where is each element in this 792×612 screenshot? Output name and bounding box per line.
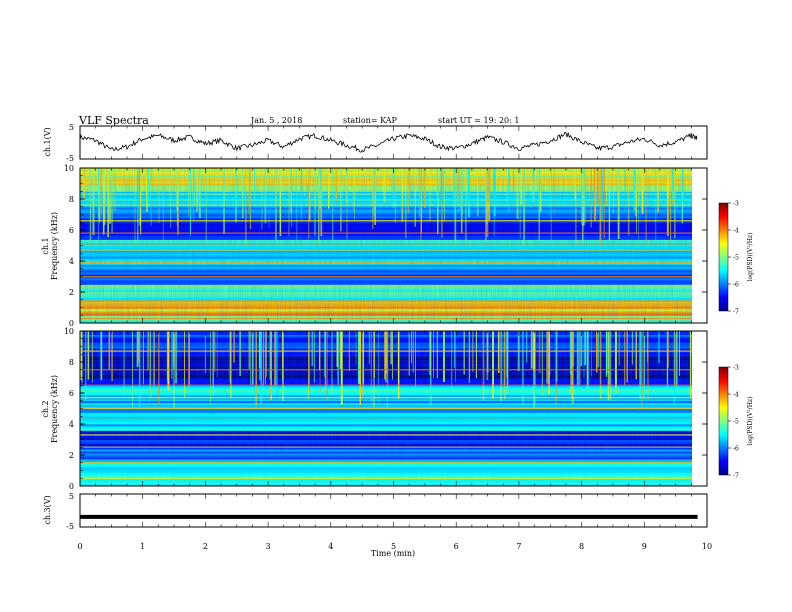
ch1-spectrogram-texture: [80, 168, 692, 323]
ch1-colorbar: -3 -4 -5 -6 -7 log(PSD)(V²/Hz): [718, 201, 754, 316]
freq-tick-label: 0: [69, 319, 74, 328]
time-tick-label: 10: [702, 542, 712, 551]
time-tick-labels: 0 1 2 3 4 5 6 7 8 9 10: [77, 542, 712, 551]
freq-tick-label: 6: [69, 389, 74, 398]
freq-tick-label: 0: [69, 482, 74, 491]
freq-tick-label: 2: [69, 451, 74, 460]
ch3-ytick-bottom: -5: [66, 522, 74, 531]
ch1-waveform-line: [79, 131, 698, 153]
ch1-colorbar-scale: [718, 202, 729, 312]
ch1-waveform-panel: 5 -5 ch.1(V): [43, 123, 708, 163]
ch1-spec-label-freq: Frequency (kHz): [50, 212, 59, 280]
time-tick-label: 0: [77, 542, 82, 551]
ch1-spec-xticks: [79, 168, 708, 323]
freq-tick-label: 10: [64, 327, 74, 336]
time-tick-label: 8: [579, 542, 584, 551]
sferic-streak: [692, 168, 693, 199]
ch2-spectrogram-panel: 0 2 4 6 8 10 ch.2 Frequency (kHz): [41, 327, 708, 491]
time-tick-label: 4: [328, 542, 333, 551]
ch3-ytick-top: 5: [69, 492, 74, 501]
ch3-xticks: [79, 494, 708, 527]
ch1-freq-ticks: 0 2 4 6 8 10: [64, 164, 707, 328]
ch1-colorbar-label: log(PSD)(V²/Hz): [747, 233, 754, 282]
colorbar-tick-label: -5: [733, 255, 739, 262]
colorbar-tick-label: -7: [733, 473, 739, 480]
freq-tick-label: 4: [69, 420, 74, 429]
freq-tick-label: 6: [69, 226, 74, 235]
ch3-waveform-panel: 5 -5 ch.3(V) 0 1 2 3 4 5 6 7 8 9 10 Time (min): [43, 492, 712, 558]
colorbar-tick-label: -3: [733, 201, 739, 208]
ch3-ylabel: ch.3(V): [43, 495, 52, 524]
ch1-ylabel: ch.1(V): [43, 127, 52, 156]
colorbar-tick-label: -4: [733, 392, 739, 399]
ch1-ytick-top: 5: [69, 123, 74, 132]
ch2-spectrogram-texture: [80, 331, 692, 486]
time-tick-label: 5: [391, 542, 396, 551]
ch2-spec-label-freq: Frequency (kHz): [50, 375, 59, 443]
start-time-label: start UT = 19: 20: 1: [438, 116, 520, 125]
plot-title: VLF Spectra: [79, 114, 149, 127]
ch2-spec-xticks: [79, 331, 708, 486]
freq-tick-label: 8: [69, 358, 74, 367]
time-tick-label: 3: [266, 542, 271, 551]
time-tick-label: 7: [516, 542, 521, 551]
time-tick-label: 2: [203, 542, 208, 551]
freq-tick-label: 2: [69, 288, 74, 297]
ch1-spectrogram-panel: 0 2 4 6 8 10 ch.1 Frequency (kHz): [41, 164, 708, 328]
colorbar-tick-label: -7: [733, 309, 739, 316]
ch2-freq-ticks: 0 2 4 6 8 10: [64, 327, 707, 491]
freq-tick-label: 4: [69, 257, 74, 266]
ch1-ytick-bottom: -5: [66, 154, 74, 163]
freq-tick-label: 10: [64, 164, 74, 173]
colorbar-tick-label: -6: [733, 446, 739, 453]
colorbar-tick-label: -6: [733, 282, 739, 289]
station-label: station= KAP: [343, 116, 397, 125]
ch2-colorbar-label: log(PSD)(V²/Hz): [747, 397, 754, 446]
colorbar-tick-label: -3: [733, 365, 739, 372]
colorbar-tick-label: -4: [733, 228, 739, 235]
xaxis-label: Time (min): [371, 549, 415, 558]
colorbar-tick-label: -5: [733, 419, 739, 426]
time-tick-label: 1: [140, 542, 145, 551]
ch1-colorbar-ticks: -3 -4 -5 -6 -7: [728, 201, 739, 316]
ch1-xticks: [79, 126, 708, 159]
ch2-colorbar: -3 -4 -5 -6 -7 log(PSD)(V²/Hz): [718, 365, 754, 480]
freq-tick-label: 8: [69, 195, 74, 204]
date-label: Jan. 5 , 2018: [251, 116, 303, 125]
ch1-spec-label-channel: ch.1: [41, 237, 50, 254]
time-tick-label: 9: [642, 542, 647, 551]
time-tick-label: 6: [454, 542, 459, 551]
ch2-spec-label-channel: ch.2: [41, 400, 50, 417]
ch2-colorbar-ticks: -3 -4 -5 -6 -7: [728, 365, 739, 480]
ch2-colorbar-scale: [718, 366, 729, 476]
